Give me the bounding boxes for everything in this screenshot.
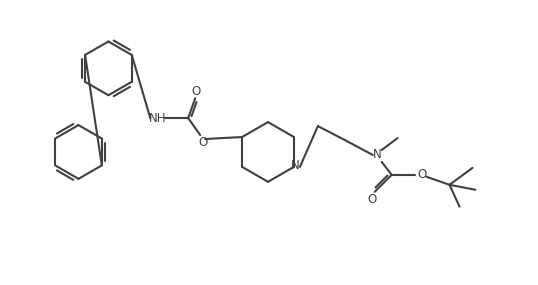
Text: N: N: [373, 148, 382, 161]
Text: O: O: [417, 168, 426, 181]
Text: O: O: [199, 135, 208, 148]
Text: O: O: [192, 85, 201, 98]
Text: O: O: [367, 193, 377, 206]
Text: NH: NH: [148, 112, 166, 125]
Text: N: N: [291, 159, 299, 172]
